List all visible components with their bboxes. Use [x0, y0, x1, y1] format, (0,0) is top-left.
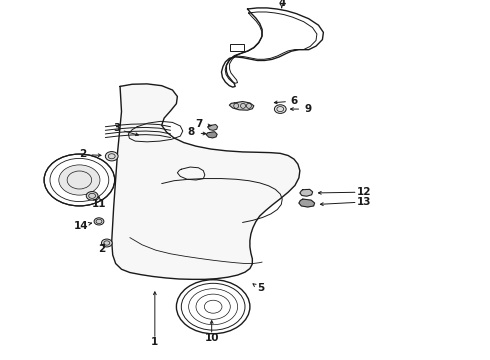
Text: 1: 1 [151, 337, 158, 347]
Text: 2: 2 [79, 149, 86, 159]
Text: 2: 2 [98, 244, 105, 254]
Polygon shape [112, 84, 300, 279]
Text: 5: 5 [258, 283, 265, 293]
Circle shape [105, 152, 118, 161]
Circle shape [86, 192, 98, 200]
Polygon shape [208, 125, 218, 130]
Text: 14: 14 [74, 221, 89, 231]
Polygon shape [206, 132, 217, 138]
Text: 8: 8 [188, 127, 195, 137]
Circle shape [101, 239, 112, 247]
Text: 7: 7 [195, 119, 203, 129]
Text: 12: 12 [356, 186, 371, 197]
Polygon shape [229, 102, 254, 110]
Text: 11: 11 [92, 199, 106, 209]
Text: 9: 9 [304, 104, 311, 114]
Text: 3: 3 [113, 123, 120, 133]
Circle shape [94, 218, 104, 225]
Text: 6: 6 [291, 96, 297, 106]
Polygon shape [299, 199, 315, 207]
Text: 10: 10 [204, 333, 219, 343]
Polygon shape [300, 189, 313, 196]
Text: 13: 13 [356, 197, 371, 207]
Circle shape [59, 165, 100, 195]
Bar [230, 44, 244, 51]
Circle shape [67, 171, 92, 189]
Text: 4: 4 [278, 0, 286, 8]
Circle shape [274, 105, 286, 113]
